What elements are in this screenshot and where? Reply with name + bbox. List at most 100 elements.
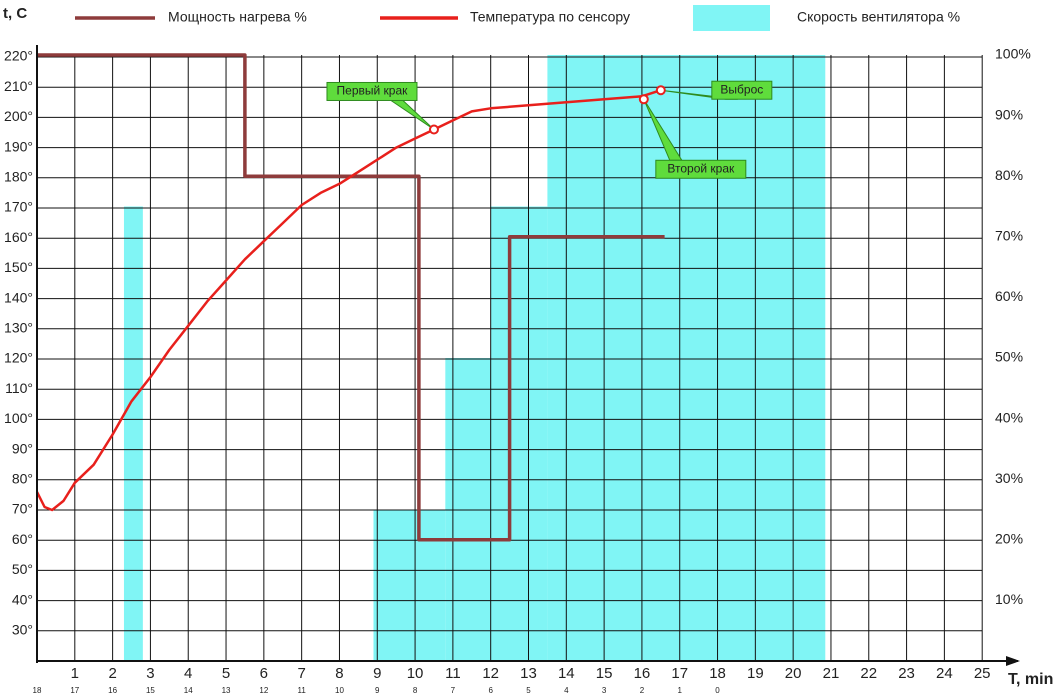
fan-bar [123,206,143,661]
x-tick-label: 22 [860,665,877,682]
y-axis-label: t, C [3,5,27,22]
x2-tick-label: 4 [564,686,569,695]
x-tick-label: 21 [823,665,840,682]
series-line [35,89,662,512]
x2-tick-label: 18 [33,686,42,695]
annotation-box [326,81,418,101]
x-tick-label: 10 [407,665,424,682]
legend-label: Скорость вентилятора % [797,9,960,25]
line-layer [35,53,665,542]
legend-swatch [693,5,770,31]
y2-tick-label: 20% [995,531,1023,547]
x-tick-label: 1 [71,665,79,682]
x-tick-label: 6 [260,665,268,682]
x2-tick-label: 16 [108,686,117,695]
annotation-label: Первый крак [337,84,409,98]
y2-tick-label: 30% [995,470,1023,486]
x-tick-label: 11 [445,665,461,682]
annotation-marker [428,124,439,135]
x-tick-label: 9 [373,665,381,682]
x-axis-arrow [1006,656,1020,666]
x2-tick-label: 1 [678,686,683,695]
legend-label: Температура по сенсору [470,9,630,25]
x-tick-label: 3 [146,665,154,682]
x2-tick-label: 3 [602,686,607,695]
annotation-box [711,80,773,100]
y-tick-label: 170° [4,199,33,215]
y2-tick-label: 50% [995,349,1023,365]
annotation-marker [638,94,649,105]
y-tick-label: 190° [4,138,33,154]
fan-bar [490,206,548,661]
x2-tick-label: 2 [640,686,645,695]
x-tick-label: 19 [747,665,764,682]
y-tick-label: 160° [4,229,33,245]
x2-tick-label: 17 [70,686,79,695]
y2-tick-label: 80% [995,167,1023,183]
y-tick-label: 180° [4,169,33,185]
x-tick-label: 4 [184,665,192,682]
y-tick-label: 110° [5,380,33,396]
x2-tick-label: 13 [222,686,231,695]
y-tick-label: 130° [4,320,33,336]
series-line [37,53,665,542]
y2-tick-label: 40% [995,409,1023,425]
x-tick-label: 12 [482,665,499,682]
annotation-marker [655,85,666,96]
legend-label: Мощность нагрева % [168,9,307,25]
y-tick-label: 140° [4,289,33,305]
y2-tick-label: 10% [995,591,1023,607]
x-tick-label: 25 [974,665,991,682]
grid-layer [37,55,983,661]
y-tick-label: 50° [12,561,33,577]
annotation-pointer [389,99,435,130]
x-axis-label: T, min [1008,671,1053,688]
x-tick-label: 18 [709,665,726,682]
x-tick-label: 2 [108,665,116,682]
x-tick-label: 8 [335,665,343,682]
x-tick-label: 13 [520,665,537,682]
y-tick-label: 60° [12,531,33,547]
x2-tick-label: 5 [526,686,531,695]
y-tick-label: 30° [12,622,33,638]
y-tick-label: 120° [4,350,33,366]
y2-tick-label: 100% [995,46,1031,62]
x2-tick-label: 7 [451,686,456,695]
y2-tick-label: 60% [995,288,1023,304]
x2-tick-label: 12 [259,686,268,695]
x2-tick-label: 15 [146,686,155,695]
x-tick-label: 15 [596,665,613,682]
y-tick-label: 150° [4,259,33,275]
x-tick-label: 14 [558,665,575,682]
fan-bar [547,55,826,661]
x-tick-label: 20 [785,665,802,682]
x-tick-label: 24 [936,665,953,682]
y-tick-label: 40° [12,591,33,607]
y-tick-label: 210° [4,78,33,94]
x-tick-label: 23 [898,665,915,682]
x-tick-label: 16 [634,665,651,682]
annotation-box [655,159,747,179]
y2-tick-label: 90% [995,106,1023,122]
x2-tick-label: 9 [375,686,380,695]
annotation-label: Выброс [720,82,763,96]
fan-bar [373,509,446,661]
y-tick-label: 90° [12,440,33,456]
x-tick-label: 7 [297,665,305,682]
y-tick-label: 80° [12,471,33,487]
x2-tick-label: 11 [297,686,306,695]
annotation-label: Второй крак [667,161,735,175]
x2-tick-label: 8 [413,686,418,695]
x2-tick-label: 10 [335,686,344,695]
y2-tick-label: 70% [995,228,1023,244]
y-tick-label: 70° [12,501,33,517]
y-tick-label: 100° [4,410,33,426]
y-tick-label: 220° [4,48,33,64]
x2-tick-label: 0 [715,686,720,695]
x-tick-label: 5 [222,665,230,682]
x-tick-label: 17 [671,665,688,682]
y-tick-label: 200° [4,108,33,124]
x2-tick-label: 6 [488,686,493,695]
x2-tick-label: 14 [184,686,193,695]
